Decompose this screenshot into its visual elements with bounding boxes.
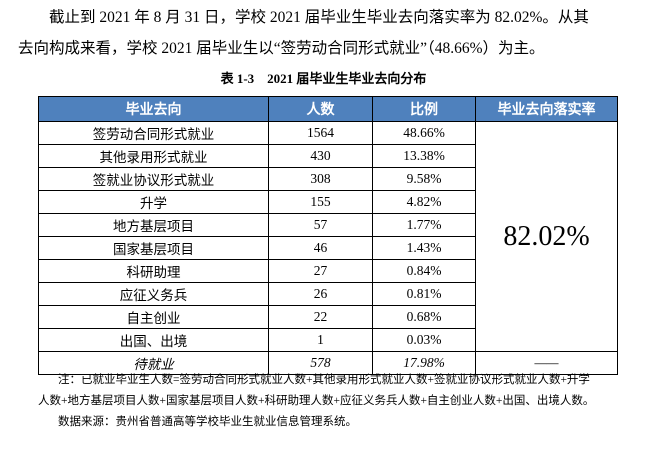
note-line: 人数+地方基层项目人数+国家基层项目人数+科研助理人数+应征义务兵人数+自主创业… xyxy=(38,395,595,407)
table-cell: 1.77% xyxy=(372,213,476,237)
table-cell: —— xyxy=(475,351,618,375)
table-cell: 待就业 xyxy=(38,351,269,375)
table-row: 签劳动合同形式就业 1564 48.66% 82.02% xyxy=(38,121,618,352)
header-cell: 人数 xyxy=(268,96,373,122)
table-cell: 科研助理 xyxy=(38,259,269,283)
header-cell: 毕业去向 xyxy=(38,96,269,122)
table-cell: 1 xyxy=(268,328,373,352)
table-cell: 308 xyxy=(268,167,373,191)
table-cell: 48.66% xyxy=(372,121,476,145)
table-cell: 1564 xyxy=(268,121,373,145)
table-cell: 4.82% xyxy=(372,190,476,214)
table-caption: 表 1-3 2021 届毕业生毕业去向分布 xyxy=(220,71,427,86)
table-cell: 27 xyxy=(268,259,373,283)
table-cell: 0.81% xyxy=(372,282,476,306)
table-cell: 其他录用形式就业 xyxy=(38,144,269,168)
table: 毕业去向 人数 比例 毕业去向落实率 签劳动合同形式就业 1564 48.66% 82.02%… xyxy=(38,96,618,375)
table-cell: 签劳动合同形式就业 xyxy=(38,121,269,145)
table-cell: 出国、出境 xyxy=(38,328,269,352)
table-cell: 17.98% xyxy=(372,351,476,375)
table-cell: 0.68% xyxy=(372,305,476,329)
note-line: 数据来源：贵州省普通高等学校毕业生就业信息管理系统。 xyxy=(58,416,357,428)
table-cell: 1.43% xyxy=(372,236,476,260)
table-cell: 地方基层项目 xyxy=(38,213,269,237)
table-cell: 578 xyxy=(268,351,373,375)
table-cell: 155 xyxy=(268,190,373,214)
table-cell: 13.38% xyxy=(372,144,476,168)
table-cell: 430 xyxy=(268,144,373,168)
table-cell: 应征义务兵 xyxy=(38,282,269,306)
table-row: 其他录用形式就业 430 13.38% xyxy=(38,144,618,168)
table-row: 出国、出境 1 0.03% xyxy=(38,328,618,352)
note-line: 注：已就业毕业生人数=签劳动合同形式就业人数+其他录用形式就业人数+签就业协议形… xyxy=(58,374,590,386)
table-cell: 自主创业 xyxy=(38,305,269,329)
table-cell: 签就业协议形式就业 xyxy=(38,167,269,191)
table-cell: 57 xyxy=(268,213,373,237)
table-cell: 国家基层项目 xyxy=(38,236,269,260)
table-row: 升学 155 4.82% xyxy=(38,190,618,214)
notes: 注：已就业毕业生人数=签劳动合同形式就业人数+其他录用形式就业人数+签就业协议形… xyxy=(38,370,628,433)
table-row: 自主创业 22 0.68% xyxy=(38,305,618,329)
table-cell: 0.84% xyxy=(372,259,476,283)
table-row: 地方基层项目 57 1.77% xyxy=(38,213,618,237)
header-cell: 比例 xyxy=(372,96,476,122)
paragraph: 截止到 2021 年 8 月 31 日，学校 2021 届毕业生毕业去向落实率为… xyxy=(18,2,638,64)
table-cell: 升学 xyxy=(38,190,269,214)
table-cell: 0.03% xyxy=(372,328,476,352)
table-row: 科研助理 27 0.84% xyxy=(38,259,618,283)
header-cell: 毕业去向落实率 xyxy=(475,96,618,122)
table-cell: 9.58% xyxy=(372,167,476,191)
table-row: 国家基层项目 46 1.43% xyxy=(38,236,618,260)
paragraph-line: 去向构成来看，学校 2021 届毕业生以“签劳动合同形式就业”（48.66%）为… xyxy=(18,40,545,57)
paragraph-line: 截止到 2021 年 8 月 31 日，学校 2021 届毕业生毕业去向落实率为… xyxy=(49,9,589,26)
header-row: 毕业去向 人数 比例 毕业去向落实率 xyxy=(38,96,618,122)
table-row: 待就业 578 17.98% —— xyxy=(38,351,618,375)
rate-cell: 82.02% xyxy=(475,121,618,352)
table-cell: 26 xyxy=(268,282,373,306)
table-row: 签就业协议形式就业 308 9.58% xyxy=(38,167,618,191)
table-row: 应征义务兵 26 0.81% xyxy=(38,282,618,306)
table-cell: 46 xyxy=(268,236,373,260)
table-cell: 22 xyxy=(268,305,373,329)
